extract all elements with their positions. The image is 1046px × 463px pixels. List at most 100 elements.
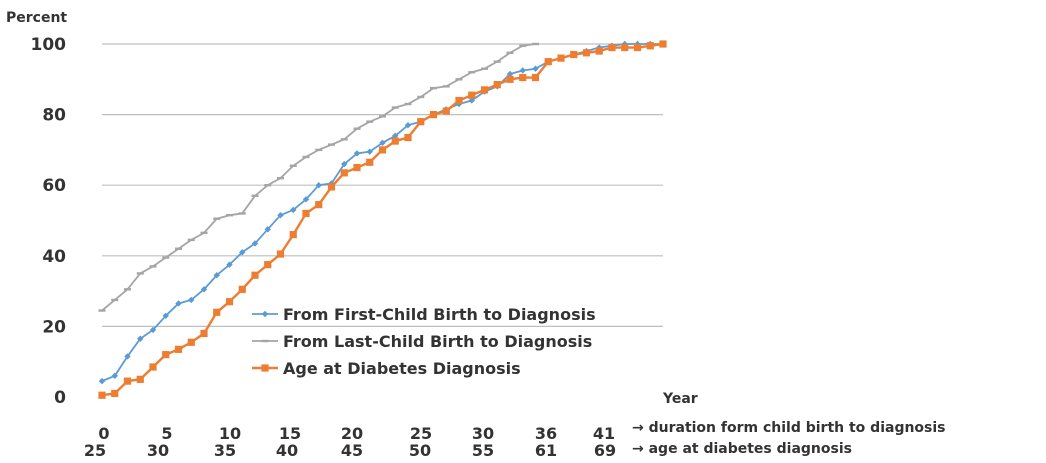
x-tick-label-age: 69 — [594, 441, 616, 460]
series-line — [102, 44, 536, 311]
x-tick-label-age: 25 — [84, 441, 106, 460]
data-point — [366, 159, 373, 166]
x-axis-label: Year — [662, 391, 698, 407]
data-point — [302, 210, 309, 217]
data-point — [481, 68, 488, 70]
legend-label: From Last-Child Birth to Diagnosis — [283, 332, 592, 351]
data-point — [519, 45, 526, 47]
data-point — [188, 339, 195, 346]
data-point — [366, 120, 373, 122]
data-point — [392, 137, 399, 144]
y-tick-label: 60 — [42, 176, 66, 196]
data-point — [239, 286, 246, 293]
y-tick-label: 80 — [42, 106, 66, 126]
data-point — [545, 58, 552, 65]
data-point — [111, 299, 118, 301]
data-point — [124, 378, 131, 385]
data-point — [520, 67, 526, 73]
data-point — [634, 44, 641, 51]
data-point — [519, 74, 526, 81]
data-point — [621, 44, 628, 51]
data-point — [456, 78, 463, 80]
y-tick-label: 0 — [54, 388, 66, 408]
data-point — [213, 218, 220, 220]
legend-swatch-marker — [262, 311, 268, 317]
data-point — [175, 248, 182, 250]
legend-item: From Last-Child Birth to Diagnosis — [252, 332, 592, 351]
data-point — [98, 392, 105, 399]
data-point — [608, 44, 615, 51]
data-point — [379, 115, 386, 117]
data-point — [303, 156, 310, 158]
x-tick-label-age: 55 — [472, 441, 494, 460]
data-point — [443, 85, 450, 87]
data-point — [124, 288, 131, 290]
x-tick-label-age: 40 — [276, 441, 298, 460]
y-axis-label: Percent — [6, 10, 67, 26]
x-tick-label-age: 61 — [535, 441, 557, 460]
data-point — [341, 169, 348, 176]
data-point — [532, 74, 539, 81]
data-point — [379, 146, 386, 153]
data-point — [443, 107, 450, 114]
data-point — [99, 309, 106, 311]
legend-label: Age at Diabetes Diagnosis — [283, 359, 521, 378]
data-point — [506, 76, 513, 83]
data-point — [404, 134, 411, 141]
data-point — [162, 256, 169, 258]
data-point — [570, 51, 577, 58]
data-point — [162, 351, 169, 358]
data-point — [277, 250, 284, 257]
data-point — [315, 149, 322, 151]
y-axis-ticks: 0 20 40 60 80 100 — [31, 35, 67, 408]
data-point — [430, 111, 437, 118]
x-tick-label-age: 35 — [214, 441, 236, 460]
data-point — [188, 239, 195, 241]
x-tick-label-age: 45 — [341, 441, 363, 460]
x-axis-ticks: 0 5 10 15 20 25 30 36 4125 30 35 40 45 50 55 61 69 — [84, 424, 616, 460]
data-point — [264, 184, 271, 186]
legend-item: From First-Child Birth to Diagnosis — [252, 305, 596, 324]
data-point — [251, 272, 258, 279]
data-point — [494, 60, 501, 62]
data-point — [455, 97, 462, 104]
data-point — [252, 195, 259, 197]
data-point — [200, 330, 207, 337]
data-point — [532, 43, 539, 45]
data-point — [315, 201, 322, 208]
legend: From First-Child Birth to Diagnosis From … — [252, 305, 596, 378]
legend-swatch-marker — [262, 340, 269, 342]
series-line — [102, 44, 663, 381]
data-point — [111, 390, 118, 397]
data-point — [659, 40, 666, 47]
series-last_child — [99, 43, 540, 312]
data-point — [226, 214, 233, 216]
x-axis-note-duration: → duration form child birth to diagnosis — [632, 420, 946, 436]
data-point — [99, 378, 105, 384]
legend-swatch-marker — [261, 364, 268, 371]
x-tick-label-age: 50 — [409, 441, 431, 460]
data-point — [201, 232, 208, 234]
x-axis-note-age: → age at diabetes diagnosis — [632, 441, 852, 457]
data-point — [392, 106, 399, 108]
data-point — [213, 309, 220, 316]
data-point — [277, 177, 284, 179]
data-point — [417, 118, 424, 125]
data-point — [405, 103, 412, 105]
data-point — [328, 183, 335, 190]
data-point — [226, 298, 233, 305]
y-tick-label: 40 — [42, 247, 66, 267]
data-point — [468, 71, 475, 73]
data-point — [647, 42, 654, 49]
data-point — [290, 231, 297, 238]
legend-label: From First-Child Birth to Diagnosis — [283, 305, 596, 324]
data-point — [468, 92, 475, 99]
data-point — [149, 363, 156, 370]
data-point — [557, 55, 564, 62]
data-point — [137, 272, 144, 274]
data-point — [137, 376, 144, 383]
data-point — [507, 52, 514, 54]
legend-item: Age at Diabetes Diagnosis — [252, 359, 521, 378]
x-tick-label-age: 30 — [147, 441, 169, 460]
